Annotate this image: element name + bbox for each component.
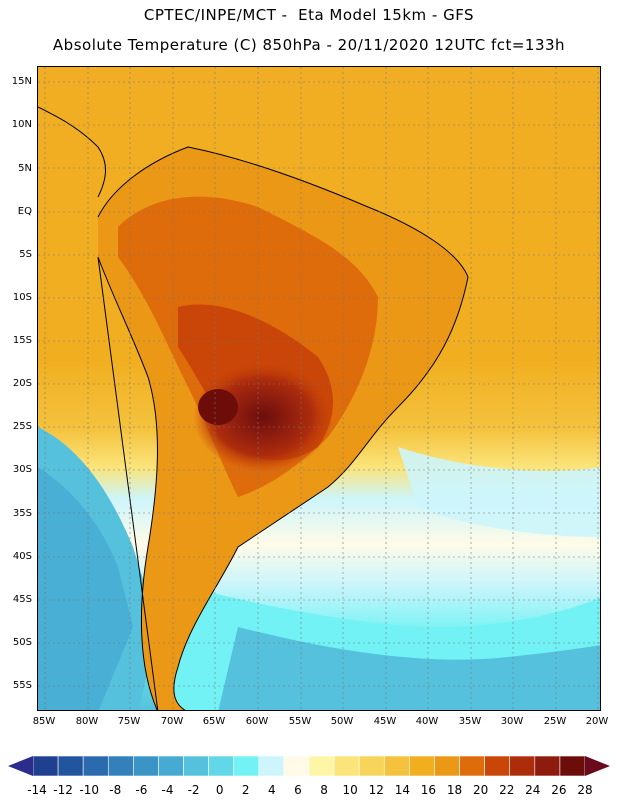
lat-label: 20S — [12, 378, 32, 389]
colorbar-tick-label: 28 — [577, 783, 593, 797]
colorbar-tick-label: -14 — [27, 783, 47, 797]
heat-core — [193, 362, 333, 472]
central-america-coast — [38, 106, 106, 198]
colorbar-swatch — [283, 755, 310, 777]
colorbar-swatch — [333, 755, 360, 777]
lon-label: 20W — [585, 716, 609, 727]
colorbar-swatch — [383, 755, 410, 777]
lon-label: 45W — [373, 716, 397, 727]
lat-label: 10N — [11, 119, 32, 130]
colorbar-tick-label: -2 — [187, 783, 200, 797]
lon-label: 60W — [245, 716, 269, 727]
colorbar-swatch — [358, 755, 385, 777]
colorbar-swatch — [459, 755, 485, 777]
heat-max — [198, 389, 238, 425]
colorbar-swatch — [183, 755, 209, 777]
lon-label: 70W — [160, 716, 184, 727]
lon-label: 35W — [458, 716, 482, 727]
pacific-colder-region — [38, 467, 133, 710]
colorbar-tick-label: -4 — [161, 783, 174, 797]
colorbar-swatch — [409, 755, 435, 777]
colorbar-tick-label: 8 — [320, 783, 328, 797]
lon-label: 55W — [288, 716, 312, 727]
lon-label: 85W — [32, 716, 56, 727]
colorbar-tick-label: 2 — [241, 783, 250, 797]
colorbar-tick-label: 4 — [268, 783, 276, 797]
colorbar-swatch — [158, 755, 184, 777]
atlantic-colder-region — [218, 627, 600, 710]
colorbar-tick-label: 24 — [525, 783, 541, 797]
colorbar-tick-label: 10 — [342, 783, 358, 797]
colorbar-tick-label: -6 — [135, 783, 148, 797]
colorbar-tick-label: 22 — [499, 783, 515, 797]
colorbar-tick-label: 18 — [446, 783, 463, 797]
colorbar-swatches — [32, 755, 586, 777]
lat-label: 25S — [12, 421, 32, 432]
lon-label: 75W — [117, 716, 141, 727]
colorbar-right-arrow — [585, 756, 610, 776]
lat-label: 5N — [18, 163, 32, 174]
lat-label: 55S — [12, 680, 32, 691]
lat-label: 45S — [12, 594, 32, 605]
colorbar-swatch — [258, 755, 285, 777]
colorbar-tick-label: 6 — [294, 783, 302, 797]
lon-label: 25W — [543, 716, 567, 727]
colorbar-swatch — [133, 755, 159, 777]
lat-label: 50S — [12, 637, 32, 648]
lat-label: 35S — [12, 508, 32, 519]
colorbar-left-arrow — [8, 756, 33, 776]
colorbar-swatch — [484, 755, 511, 777]
colorbar-swatch — [534, 755, 561, 777]
title-line-1: CPTEC/INPE/MCT - Eta Model 15km - GFS — [143, 6, 475, 24]
temperature-map — [37, 66, 601, 711]
colorbar-tick-label: 12 — [368, 783, 384, 797]
temperature-map-svg — [38, 67, 600, 710]
colorbar-swatch — [208, 755, 235, 777]
colorbar-swatch — [107, 755, 134, 777]
lat-label: 10S — [12, 292, 32, 303]
lat-label: 15N — [11, 76, 32, 87]
colorbar-tick-label: -12 — [53, 783, 73, 797]
colorbar-tick-label: 0 — [215, 783, 224, 797]
lon-label: 80W — [75, 716, 99, 727]
colorbar-swatch — [82, 755, 109, 777]
lon-label: 65W — [202, 716, 226, 727]
colorbar-swatch — [434, 755, 460, 777]
lon-label: 40W — [415, 716, 439, 727]
colorbar-tick-label: 26 — [551, 783, 567, 797]
colorbar-tick-label: 14 — [394, 783, 410, 797]
colorbar-swatch — [32, 755, 59, 777]
colorbar-swatch — [233, 755, 260, 777]
colorbar-tick-label: -8 — [109, 783, 122, 797]
colorbar-swatch — [509, 755, 536, 777]
lat-label: 15S — [12, 335, 32, 346]
colorbar — [8, 755, 610, 777]
lon-label: 30W — [500, 716, 524, 727]
lat-label: 30S — [12, 464, 32, 475]
colorbar-swatch — [308, 755, 335, 777]
lat-label: 5S — [19, 249, 32, 260]
colorbar-tick-label: -10 — [79, 783, 99, 797]
colorbar-tick-label: 16 — [420, 783, 437, 797]
graticule — [38, 67, 600, 710]
atlantic-light-band — [398, 447, 600, 537]
colorbar-swatch — [559, 755, 586, 777]
coastline — [97, 146, 469, 710]
lat-label: EQ — [17, 206, 32, 217]
title-line-2: Absolute Temperature (C) 850hPa - 20/11/… — [52, 36, 566, 54]
colorbar-tick-label: 20 — [472, 783, 489, 797]
lon-label: 50W — [330, 716, 354, 727]
lat-label: 40S — [12, 551, 32, 562]
colorbar-swatch — [57, 755, 84, 777]
